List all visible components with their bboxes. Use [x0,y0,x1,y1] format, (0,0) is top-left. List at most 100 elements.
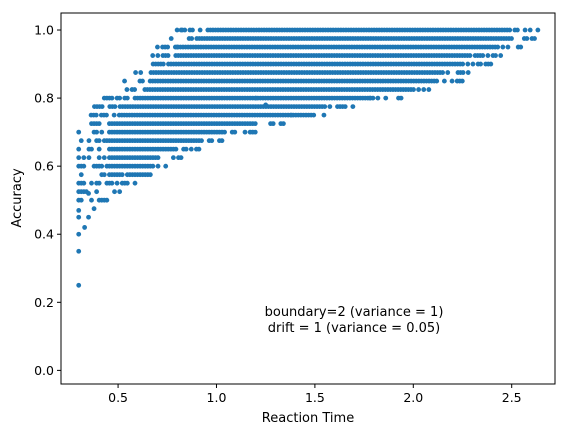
data-point [522,27,528,33]
data-point [99,129,105,135]
data-point [99,104,105,109]
data-point [190,27,195,33]
data-point [465,70,471,75]
data-point [86,190,91,196]
data-point [155,155,161,161]
data-point [94,129,100,135]
data-point [383,95,389,101]
data-point [96,121,102,127]
data-point [288,112,294,118]
annotation-line-2: drift = 1 (variance = 0.05) [268,321,440,336]
data-point [132,87,138,92]
data-point [140,78,145,84]
plot-frame [60,12,556,385]
data-point [76,231,82,237]
data-point [112,104,118,109]
data-point [421,87,427,92]
y-axis-ticks: 0.0 0.2 0.4 0.6 0.8 1.0 [34,23,61,378]
data-point [199,138,204,144]
data-point [78,138,84,144]
data-point [509,36,514,41]
data-point [81,180,87,186]
data-point [96,180,102,186]
data-point [94,189,100,195]
data-point [524,36,530,41]
data-point [86,214,91,220]
data-point [155,53,161,58]
data-point [99,163,105,169]
data-point [104,112,109,118]
data-point [440,70,446,75]
x-tick-label: 2.0 [403,390,423,405]
data-point [170,155,176,161]
y-tick-label: 0.6 [34,159,54,174]
data-point [398,95,404,101]
data-point [119,172,125,178]
data-point [518,44,524,50]
data-point [109,180,115,186]
data-points [76,27,541,288]
data-point [96,138,102,144]
data-point [441,78,447,84]
data-point [165,44,171,50]
data-point [485,53,491,58]
data-point [459,78,465,84]
data-point [478,61,483,67]
data-point [327,104,333,109]
data-point [515,27,520,33]
data-point [197,27,203,33]
y-axis-label: Accuracy [10,168,25,228]
data-point [488,61,494,67]
data-point [155,163,161,169]
data-point [76,155,82,161]
data-point [367,95,373,101]
y-tick-label: 1.0 [34,23,54,38]
data-point [81,155,87,161]
data-point [163,163,169,169]
y-tick-label: 0.2 [34,295,54,310]
data-point [150,53,156,58]
data-point [480,53,486,58]
data-point [342,104,348,109]
data-point [117,189,123,195]
data-point [183,146,189,152]
data-point [493,53,498,58]
data-point [168,36,174,41]
data-point [498,53,504,58]
data-point [188,146,194,152]
data-point [138,70,144,75]
y-tick-label: 0.4 [34,227,54,242]
data-point [449,78,455,84]
data-point [252,121,258,127]
data-point [174,27,180,33]
data-point [500,44,506,50]
data-point [465,61,471,67]
data-point [222,129,227,135]
data-point [196,146,202,152]
data-point [445,70,451,75]
data-point [165,53,171,58]
data-point [460,70,466,75]
data-point [322,104,328,109]
data-point [311,112,317,118]
data-point [76,248,82,254]
data-point [321,112,327,118]
data-point [109,95,115,101]
data-point [470,61,476,67]
data-point [232,129,238,135]
data-point [147,172,153,178]
data-point [507,27,513,33]
data-point [375,95,381,101]
x-tick-label: 1.5 [305,390,325,405]
data-point [281,121,286,127]
x-tick-label: 0.5 [108,390,128,405]
data-point [89,197,94,203]
data-point [86,155,92,161]
data-point [86,138,92,144]
data-point [467,53,473,58]
data-point [81,163,87,169]
data-point [91,206,97,212]
data-point [76,214,82,220]
data-point [160,61,166,67]
data-point [124,180,130,186]
